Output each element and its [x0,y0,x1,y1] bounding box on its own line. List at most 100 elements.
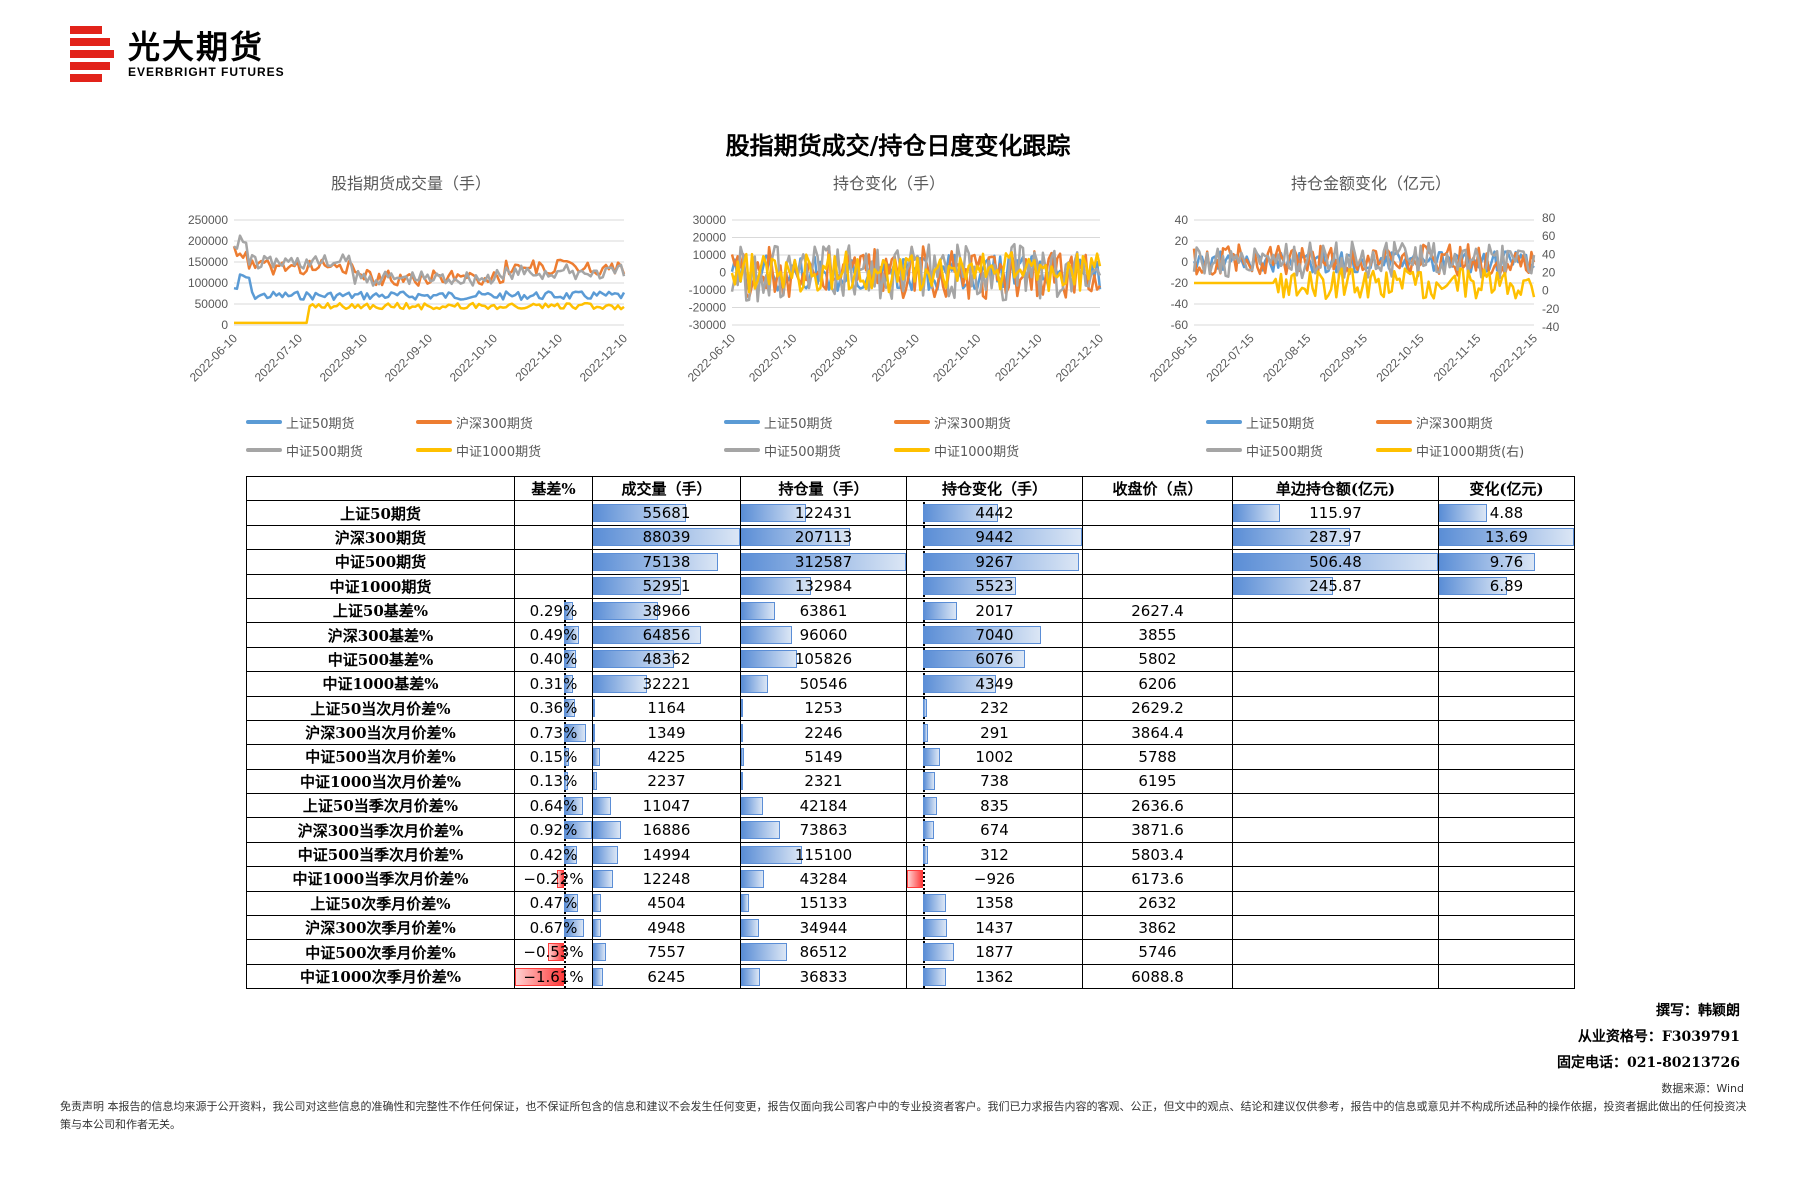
table-cell: 6195 [1082,768,1233,795]
column-header: 持仓量（手） [740,475,907,502]
legend-item: 中证1000期货 [416,436,586,464]
chart-title: 股指期货成交量（手） [330,174,491,193]
table-cell [1232,890,1439,917]
legend-item: 上证50期货 [724,408,894,436]
table-cell [1438,963,1575,990]
column-header: 成交量（手） [592,475,741,502]
table-cell [1438,671,1575,697]
oi-change-chart: 持仓变化（手） 30000 20000 10000 0 -10000 -20000 -300… [654,170,1124,470]
legend-item: 中证1000期货 [894,436,1064,464]
column-header: 基差% [514,475,593,502]
data-bar [922,796,937,815]
data-bar [922,943,955,962]
data-bar [741,528,851,547]
y-tick-label: 30000 [693,213,727,227]
brand-name-cn: 光大期货 [128,28,265,66]
table-row: 沪深300当季次月价差% 0.92% 16886 73863 674 3871.6 [246,817,1575,843]
legend-label: 中证1000期货 [456,444,542,460]
data-bar [593,943,606,962]
table-cell: 1362 [906,963,1083,990]
cell-value: 0.13% [529,772,578,791]
cell-value: 48362 [642,650,691,669]
table-cell: 0.36% [514,695,593,721]
cell-value: −0.22% [523,869,584,888]
cell-value: 105826 [794,650,853,669]
table-cell: 0.92% [514,817,593,843]
table-cell: 1437 [906,915,1083,941]
data-bar [922,747,940,766]
legend-label: 中证500期货 [1246,444,1323,460]
data-bar [741,943,787,962]
cell-value: 1349 [647,723,686,742]
cell-value: 6206 [1138,674,1177,693]
data-bar [741,626,792,645]
series-line-1 [232,245,626,287]
cell-value: 835 [980,796,1009,815]
table-cell: 674 [906,817,1083,843]
table-cell [1438,622,1575,648]
y-tick-label: -20 [1171,276,1189,290]
table-cell [1082,500,1233,526]
x-tick-label: 2022-10-15 [1373,331,1427,385]
table-cell: 5746 [1082,939,1233,965]
row-label: 沪深300当次月价差% [246,719,515,746]
x-tick-label: 2022-08-10 [317,331,371,385]
cell-value: −926 [973,869,1016,888]
table-cell: 9.76 [1438,549,1575,575]
cell-value: 1362 [975,967,1014,986]
cell-value: 43284 [799,869,848,888]
table-cell: 0.13% [514,768,593,795]
legend-item: 上证50期货 [1206,408,1376,436]
table-cell: 2246 [740,719,907,746]
cell-value: 674 [980,821,1009,840]
x-tick-label: 2022-09-10 [869,331,923,385]
y-tick-label: 200000 [188,234,228,248]
table-cell [1232,915,1439,941]
legend-label: 上证50期货 [764,416,833,432]
x-tick-label: 2022-12-10 [1053,331,1107,385]
row-label: 沪深300当季次月价差% [246,817,515,843]
row-label: 沪深300基差% [246,622,515,648]
table-cell [1438,915,1575,941]
table-row: 中证500基差% 0.40% 48362 105826 6076 5802 [246,646,1575,673]
page-title: 股指期货成交/持仓日度变化跟踪 [725,131,1071,160]
table-cell: 1164 [592,695,741,721]
cell-value: 3864.4 [1131,723,1184,742]
row-label: 沪深300次季月价差% [246,915,515,941]
table-row: 沪深300基差% 0.49% 64856 96060 7040 3855 [246,622,1575,648]
table-cell [514,549,593,575]
x-tick-label: 2022-09-15 [1317,331,1371,385]
table-cell: 738 [906,768,1083,795]
series-line-2 [233,234,626,287]
series-line-3 [1194,267,1536,300]
x-tick-label: 2022-06-10 [685,331,739,385]
cell-value: 132984 [794,577,853,596]
data-bar [564,699,575,718]
data-bar [564,821,592,840]
data-bar [593,674,647,693]
table-cell: 5802 [1082,646,1233,673]
legend-label: 中证1000期货 [934,444,1020,460]
table-cell: 3871.6 [1082,817,1233,843]
series-line-3 [234,301,625,325]
legend-swatch [246,420,282,424]
table-cell: 5523 [906,573,1083,599]
series-line-2 [1192,240,1536,280]
table-cell: 207113 [740,524,907,551]
table-cell [1232,793,1439,819]
table-cell [514,524,593,551]
table-cell [1438,719,1575,746]
data-bar [741,723,743,742]
data-bar [564,626,579,645]
cell-value: 3871.6 [1131,821,1184,840]
row-label: 中证500次季月价差% [246,939,515,965]
chart-title: 持仓变化（手） [832,174,945,193]
table-row: 上证50次季月价差% 0.47% 4504 15133 1358 2632 [246,890,1575,917]
cell-value: 9267 [975,552,1014,571]
cell-value: 115100 [794,845,853,864]
cell-value: 0.40% [529,650,578,669]
table-cell: 3864.4 [1082,719,1233,746]
table-cell: 2321 [740,768,907,795]
brand-name-en: EVERBRIGHT FUTURES [128,65,285,79]
y-tick-label: -20000 [689,301,727,315]
